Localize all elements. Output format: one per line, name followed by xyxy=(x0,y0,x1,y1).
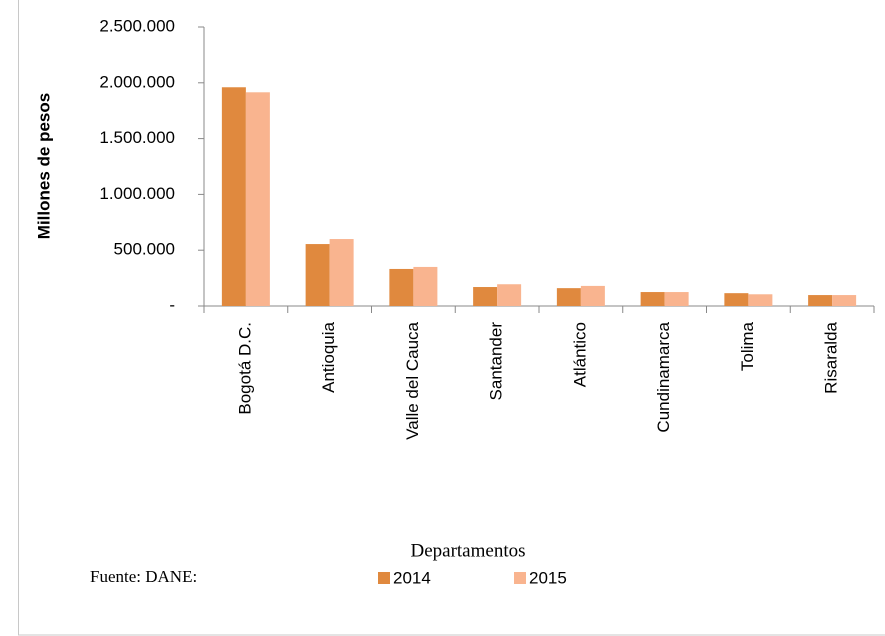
bar xyxy=(245,92,270,306)
y-tick-label: 2.000.000 xyxy=(99,72,175,91)
legend-swatch xyxy=(514,572,526,584)
source-note: Fuente: DANE: xyxy=(90,567,197,586)
legend-label: 2014 xyxy=(393,568,431,587)
y-tick-label: 1.500.000 xyxy=(99,128,175,147)
x-tick-label: Atlántico xyxy=(570,322,589,387)
bar xyxy=(473,287,498,306)
x-axis-title: Departamentos xyxy=(410,540,525,561)
bar xyxy=(832,295,857,306)
bar xyxy=(640,292,665,306)
legend-swatch xyxy=(378,572,390,584)
x-tick-label: Risaralda xyxy=(822,321,841,393)
x-tick-label: Bogotá D.C. xyxy=(235,322,254,415)
y-tick-label: 1.000.000 xyxy=(99,184,175,203)
bar xyxy=(748,294,773,306)
y-tick-label: 2.500.000 xyxy=(99,16,175,35)
bar xyxy=(413,266,438,306)
bar xyxy=(664,292,689,306)
legend-label: 2015 xyxy=(529,568,567,587)
bar xyxy=(389,268,414,306)
bar xyxy=(305,244,330,306)
x-tick-label: Cundinamarca xyxy=(654,321,673,432)
x-tick-label: Santander xyxy=(487,322,506,401)
bar xyxy=(724,293,749,306)
y-tick-label: 500.000 xyxy=(114,240,175,259)
chart-border xyxy=(18,0,885,636)
y-axis-title: Millones de pesos xyxy=(34,93,53,239)
y-tick-label: - xyxy=(169,295,175,314)
bar xyxy=(329,239,354,306)
x-tick-label: Valle del Cauca xyxy=(403,321,422,439)
bar xyxy=(808,295,833,306)
bar xyxy=(556,288,581,306)
bar xyxy=(221,87,246,306)
bar xyxy=(497,284,522,306)
x-tick-label: Antioquia xyxy=(319,321,338,392)
x-tick-label: Tolima xyxy=(738,321,757,371)
bar xyxy=(580,285,605,306)
